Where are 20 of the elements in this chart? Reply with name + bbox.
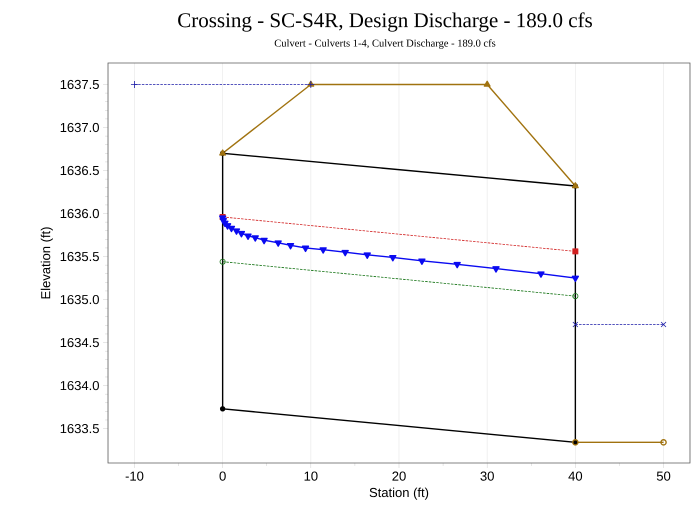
x-tick-label: 40 [568,472,582,481]
x-tick-label: 20 [392,472,406,481]
x-tick-label: 30 [480,472,494,481]
y-tick-label: 1635.0 [60,294,99,304]
x-axis-title: Station (ft) [370,488,428,500]
chart-title: Crossing - SC-S4R, Design Discharge - 189.0 cfs [178,12,592,32]
y-tick-label: 1637.5 [60,80,99,90]
chart-subtitle: Culvert - Culverts 1-4, Culvert Discharge - 189.0 cfs [274,39,496,49]
x-tick-label: -10 [126,472,144,481]
y-tick-label: 1634.0 [60,380,99,390]
y-tick-label: 1636.0 [60,208,99,218]
y-tick-label: 1633.5 [60,424,99,434]
y-tick-label: 1634.5 [60,338,99,348]
x-tick-label: 0 [220,472,226,481]
y-tick-label: 1636.5 [60,166,99,176]
y-tick-label: 1637.0 [60,122,99,132]
y-axis-title: Elevation (ft) [40,227,53,298]
x-tick-label: 10 [304,472,318,481]
x-tick-label: 50 [656,472,670,481]
y-tick-label: 1635.5 [60,252,99,262]
